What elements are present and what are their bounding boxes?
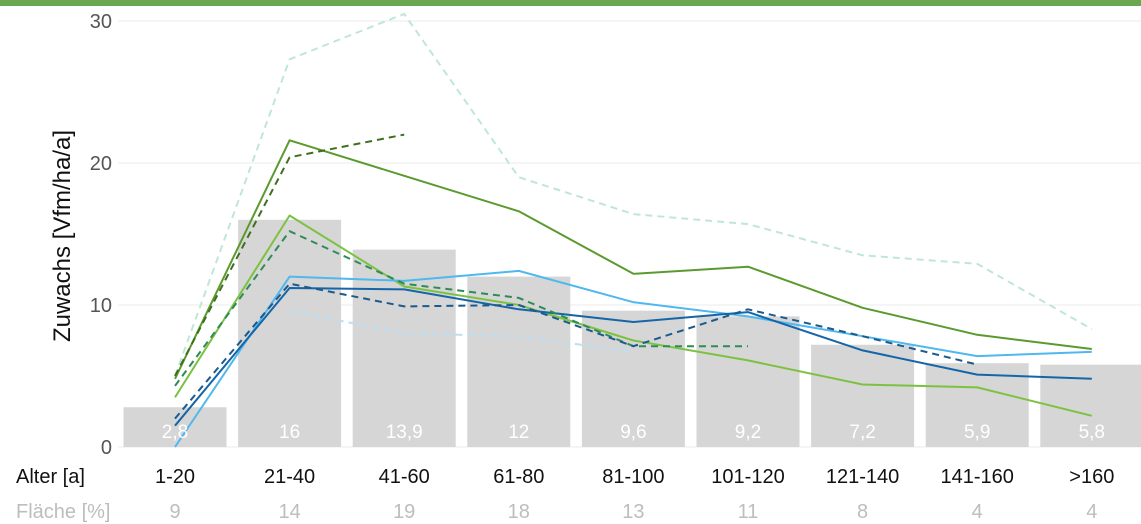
x-tick-label: 61-80 bbox=[493, 466, 544, 488]
bar bbox=[925, 363, 1029, 447]
area-value: 19 bbox=[393, 501, 415, 523]
bar-value-label: 12 bbox=[508, 422, 529, 443]
series-line bbox=[174, 282, 978, 420]
area-value: 18 bbox=[508, 501, 530, 523]
series-line bbox=[174, 269, 1092, 448]
x-tick-label: 121-140 bbox=[826, 466, 899, 488]
series-lines bbox=[174, 12, 1093, 448]
series-line bbox=[174, 139, 1092, 380]
series-line bbox=[174, 287, 1092, 427]
bar-value-label: 16 bbox=[279, 422, 300, 443]
bar bbox=[123, 407, 227, 447]
bar bbox=[238, 219, 342, 447]
top-accent-bar bbox=[0, 0, 1141, 6]
y-tick-label: 10 bbox=[90, 295, 112, 317]
series-line bbox=[174, 133, 405, 377]
x-tick-label: 1-20 bbox=[155, 466, 195, 488]
x-tick-label: 81-100 bbox=[602, 466, 664, 488]
y-tick-label: 30 bbox=[90, 11, 112, 33]
x-tick-label: 21-40 bbox=[264, 466, 315, 488]
labels: 0 10 20 30 2,8 16 13,9 12 9,6 9,2 7,2 5,9 5,8 1-20 21-… bbox=[90, 11, 1115, 523]
bar bbox=[696, 316, 800, 447]
area-value: 4 bbox=[972, 501, 983, 523]
x-tick-label: >160 bbox=[1069, 466, 1114, 488]
x-tick-label: 101-120 bbox=[711, 466, 784, 488]
bars bbox=[123, 219, 1141, 447]
area-value: 13 bbox=[622, 501, 644, 523]
x-axis-title: Alter [a] bbox=[16, 466, 85, 488]
series-line bbox=[174, 214, 1093, 417]
area-value: 14 bbox=[278, 501, 300, 523]
series-line bbox=[174, 230, 748, 387]
bar-value-label: 5,8 bbox=[1079, 422, 1105, 443]
area-row-label: Fläche [%] bbox=[16, 501, 110, 523]
x-tick-label: 41-60 bbox=[379, 466, 430, 488]
bar-value-label: 13,9 bbox=[386, 422, 423, 443]
bar-value-label: 7,2 bbox=[849, 422, 875, 443]
bar-value-label: 9,6 bbox=[620, 422, 646, 443]
y-tick-label: 0 bbox=[101, 437, 112, 459]
bar-value-label: 9,2 bbox=[735, 422, 761, 443]
series-line bbox=[289, 309, 634, 353]
bar-value-label: 2,8 bbox=[162, 422, 188, 443]
area-value: 8 bbox=[857, 501, 868, 523]
x-tick-label: 141-160 bbox=[940, 466, 1013, 488]
area-value: 9 bbox=[169, 501, 180, 523]
series-line bbox=[174, 12, 1093, 377]
y-tick-label: 20 bbox=[90, 153, 112, 175]
bar-value-label: 5,9 bbox=[964, 422, 990, 443]
bar bbox=[352, 249, 456, 447]
area-value: 4 bbox=[1086, 501, 1097, 523]
area-value: 11 bbox=[738, 501, 759, 523]
y-axis-title: Zuwachs [Vfm/ha/a] bbox=[49, 130, 76, 342]
bar bbox=[811, 344, 915, 447]
